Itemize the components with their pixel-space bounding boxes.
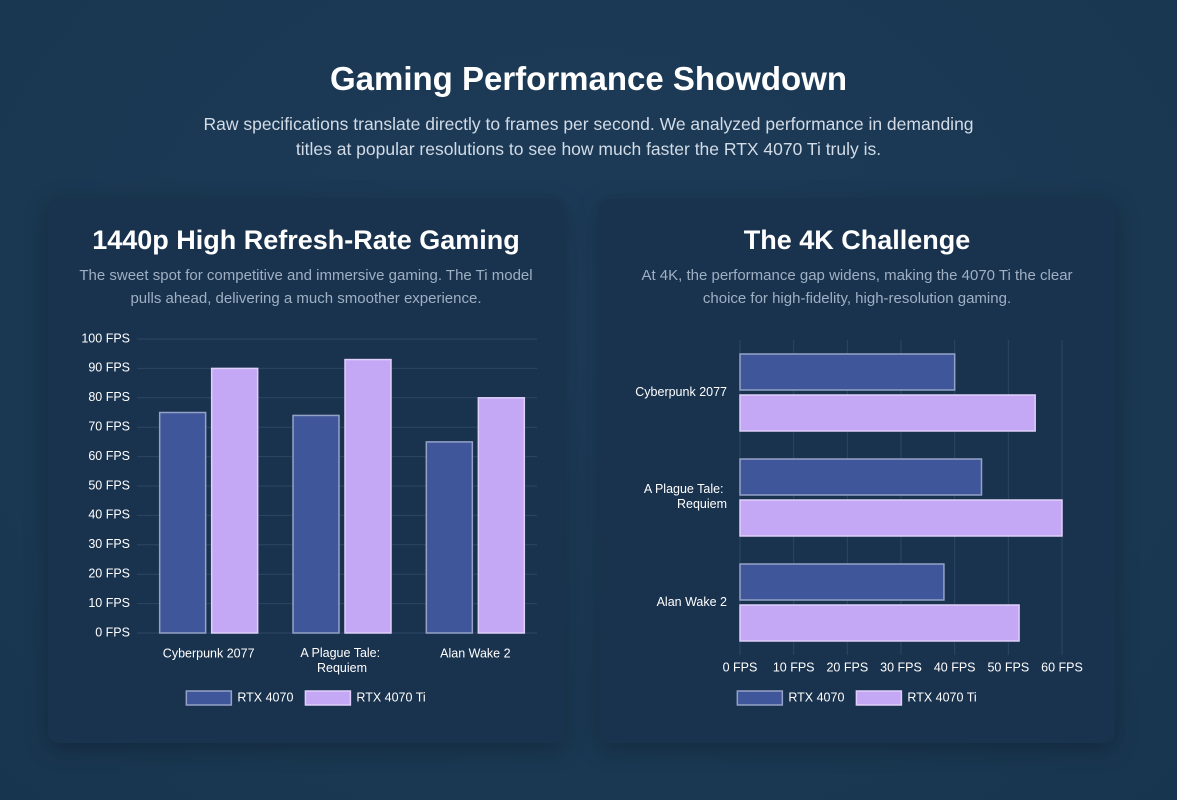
y-tick-label: Cyberpunk 2077 xyxy=(635,385,727,399)
y-tick-label: 10 FPS xyxy=(88,596,130,610)
chart-subtitle: At 4K, the performance gap widens, makin… xyxy=(641,267,1073,307)
x-tick-label: 60 FPS xyxy=(1041,660,1083,674)
legend: RTX 4070 RTX 4070 Ti xyxy=(736,690,977,706)
legend-swatch xyxy=(736,690,784,706)
bar xyxy=(344,358,392,634)
bar xyxy=(292,414,340,634)
legend-label: RTX 4070 Ti xyxy=(907,690,976,704)
page-subtitle: Raw specifications translate directly to… xyxy=(203,114,974,159)
chart-title: The 4K Challenge xyxy=(743,225,971,255)
bar xyxy=(739,353,956,391)
legend-swatch xyxy=(185,690,233,706)
y-tick-label: 50 FPS xyxy=(88,478,130,492)
x-tick-label: Cyberpunk 2077 xyxy=(163,646,255,660)
legend-label: RTX 4070 Ti xyxy=(356,690,425,704)
y-tick-label: 80 FPS xyxy=(88,390,130,404)
chart-card: 1440p High Refresh-Rate Gaming The sweet… xyxy=(48,199,564,743)
y-tick-label: 90 FPS xyxy=(88,361,130,375)
chart: 0 FPS 10 FPS 20 FPS 30 FPS 40 FPS 50 FPS 60 FP… xyxy=(81,331,537,706)
bar xyxy=(739,394,1036,432)
bar xyxy=(739,563,945,601)
bar xyxy=(739,499,1063,537)
legend-label: RTX 4070 xyxy=(788,690,844,704)
x-tick-label: 0 FPS xyxy=(723,660,758,674)
y-tick-label: 30 FPS xyxy=(88,537,130,551)
legend-swatch xyxy=(304,690,352,706)
x-tick-label: A Plague Tale: Requiem xyxy=(300,646,383,675)
bar xyxy=(477,397,526,634)
bar xyxy=(158,411,207,634)
bar xyxy=(425,441,474,634)
x-tick-label: 40 FPS xyxy=(934,660,976,674)
y-tick-label: 70 FPS xyxy=(88,419,130,433)
x-tick-label: 30 FPS xyxy=(880,660,922,674)
x-tick-label: 10 FPS xyxy=(773,660,815,674)
chart-title: 1440p High Refresh-Rate Gaming xyxy=(92,225,520,255)
y-tick-label: 60 FPS xyxy=(88,449,130,463)
chart-subtitle: The sweet spot for competitive and immer… xyxy=(79,267,533,307)
legend: RTX 4070 RTX 4070 Ti xyxy=(185,690,426,706)
y-tick-label: Alan Wake 2 xyxy=(657,595,727,609)
chart-card: The 4K Challenge At 4K, the performance … xyxy=(599,199,1115,743)
bar xyxy=(739,458,983,496)
x-tick-label: 50 FPS xyxy=(987,660,1029,674)
bar xyxy=(210,367,259,634)
y-tick-label: A Plague Tale: Requiem xyxy=(644,482,727,511)
legend-label: RTX 4070 xyxy=(237,690,293,704)
bar xyxy=(739,604,1020,642)
y-tick-label: 40 FPS xyxy=(88,508,130,522)
y-tick-label: 100 FPS xyxy=(81,331,130,345)
chart: 0 FPS 10 FPS 20 FPS 30 FPS 40 FPS 50 FPS 60 FP… xyxy=(635,340,1083,706)
legend-swatch xyxy=(855,690,903,706)
y-tick-label: 0 FPS xyxy=(95,625,130,639)
x-tick-label: 20 FPS xyxy=(826,660,868,674)
page-title: Gaming Performance Showdown xyxy=(329,60,848,97)
y-tick-label: 20 FPS xyxy=(88,566,130,580)
x-tick-label: Alan Wake 2 xyxy=(440,646,510,660)
